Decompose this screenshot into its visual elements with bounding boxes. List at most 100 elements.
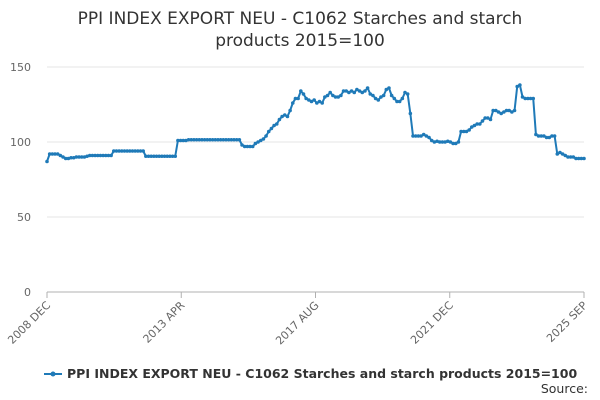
data-point[interactable] bbox=[133, 149, 137, 153]
data-point[interactable] bbox=[486, 116, 490, 120]
data-point[interactable] bbox=[483, 116, 487, 120]
data-point[interactable] bbox=[413, 134, 418, 138]
data-point[interactable] bbox=[368, 92, 373, 96]
data-point[interactable] bbox=[101, 153, 105, 158]
data-point[interactable] bbox=[333, 95, 338, 99]
data-point[interactable] bbox=[448, 140, 453, 144]
data-point[interactable] bbox=[512, 108, 517, 113]
data-point[interactable] bbox=[111, 149, 116, 153]
data-point[interactable] bbox=[165, 154, 170, 159]
data-point[interactable] bbox=[168, 154, 172, 159]
data-point[interactable] bbox=[518, 83, 522, 87]
data-point[interactable] bbox=[365, 86, 370, 90]
data-point[interactable] bbox=[488, 117, 493, 122]
data-point[interactable] bbox=[347, 90, 351, 95]
data-point[interactable] bbox=[173, 154, 178, 159]
data-point[interactable] bbox=[504, 108, 509, 113]
data-point[interactable] bbox=[323, 95, 327, 99]
data-point[interactable] bbox=[55, 152, 60, 156]
data-point[interactable] bbox=[419, 134, 423, 138]
data-point[interactable] bbox=[480, 119, 485, 123]
data-point[interactable] bbox=[141, 149, 145, 153]
data-point[interactable] bbox=[307, 98, 311, 102]
data-point[interactable] bbox=[472, 123, 477, 128]
data-point[interactable] bbox=[437, 140, 442, 144]
data-point[interactable] bbox=[579, 156, 584, 161]
data-point[interactable] bbox=[122, 149, 127, 153]
data-point[interactable] bbox=[221, 137, 226, 142]
data-point[interactable] bbox=[376, 98, 381, 102]
data-point[interactable] bbox=[98, 153, 103, 158]
data-point[interactable] bbox=[74, 155, 79, 159]
data-point[interactable] bbox=[61, 155, 65, 159]
data-point[interactable] bbox=[528, 96, 533, 101]
data-point[interactable] bbox=[499, 111, 503, 116]
data-point[interactable] bbox=[325, 93, 330, 98]
data-point[interactable] bbox=[381, 93, 386, 98]
data-point[interactable] bbox=[299, 89, 303, 93]
data-point[interactable] bbox=[315, 101, 319, 105]
data-point[interactable] bbox=[50, 152, 55, 156]
data-point[interactable] bbox=[496, 110, 501, 114]
data-point[interactable] bbox=[157, 154, 162, 159]
data-point[interactable] bbox=[242, 144, 247, 149]
data-point[interactable] bbox=[125, 149, 129, 153]
data-point[interactable] bbox=[114, 149, 119, 153]
data-point[interactable] bbox=[106, 153, 111, 158]
data-point[interactable] bbox=[566, 155, 570, 159]
data-point[interactable] bbox=[421, 132, 426, 137]
data-point[interactable] bbox=[87, 153, 92, 158]
data-point[interactable] bbox=[560, 152, 565, 156]
data-point[interactable] bbox=[269, 126, 274, 131]
data-point[interactable] bbox=[264, 134, 268, 138]
data-point[interactable] bbox=[515, 84, 520, 89]
data-point[interactable] bbox=[582, 156, 586, 161]
data-point[interactable] bbox=[405, 92, 410, 96]
data-point[interactable] bbox=[103, 153, 108, 158]
data-point[interactable] bbox=[336, 95, 341, 99]
data-point[interactable] bbox=[542, 134, 546, 138]
data-point[interactable] bbox=[395, 99, 399, 104]
data-point[interactable] bbox=[558, 150, 562, 155]
data-point[interactable] bbox=[224, 137, 228, 142]
data-point[interactable] bbox=[301, 92, 306, 96]
data-point[interactable] bbox=[526, 96, 530, 101]
data-point[interactable] bbox=[571, 155, 576, 159]
data-point[interactable] bbox=[277, 117, 282, 122]
data-point[interactable] bbox=[550, 134, 554, 138]
data-point[interactable] bbox=[328, 90, 332, 95]
data-point[interactable] bbox=[387, 86, 391, 90]
data-point[interactable] bbox=[373, 96, 378, 101]
data-point[interactable] bbox=[317, 99, 322, 104]
data-point[interactable] bbox=[154, 154, 159, 159]
data-point[interactable] bbox=[213, 137, 218, 142]
data-point[interactable] bbox=[95, 153, 100, 158]
data-point[interactable] bbox=[280, 114, 284, 119]
data-point[interactable] bbox=[202, 137, 207, 142]
data-point[interactable] bbox=[138, 149, 143, 153]
data-point[interactable] bbox=[90, 153, 95, 158]
data-point[interactable] bbox=[424, 134, 429, 138]
data-point[interactable] bbox=[53, 152, 57, 156]
data-point[interactable] bbox=[408, 111, 413, 116]
data-point[interactable] bbox=[205, 137, 210, 142]
data-point[interactable] bbox=[453, 141, 458, 146]
data-point[interactable] bbox=[427, 135, 431, 140]
data-point[interactable] bbox=[232, 137, 236, 142]
data-point[interactable] bbox=[144, 154, 148, 159]
data-point[interactable] bbox=[194, 137, 199, 142]
data-point[interactable] bbox=[240, 143, 244, 147]
data-point[interactable] bbox=[461, 129, 466, 134]
data-point[interactable] bbox=[309, 99, 314, 104]
data-point[interactable] bbox=[160, 154, 164, 159]
data-point[interactable] bbox=[451, 141, 455, 146]
data-point[interactable] bbox=[210, 137, 215, 142]
data-point[interactable] bbox=[552, 134, 557, 138]
data-point[interactable] bbox=[507, 108, 511, 113]
legend[interactable]: PPI INDEX EXPORT NEU - C1062 Starches an… bbox=[44, 366, 577, 381]
data-point[interactable] bbox=[536, 134, 541, 138]
data-point[interactable] bbox=[416, 134, 421, 138]
data-point[interactable] bbox=[352, 90, 357, 95]
data-point[interactable] bbox=[293, 96, 298, 101]
data-point[interactable] bbox=[192, 137, 196, 142]
